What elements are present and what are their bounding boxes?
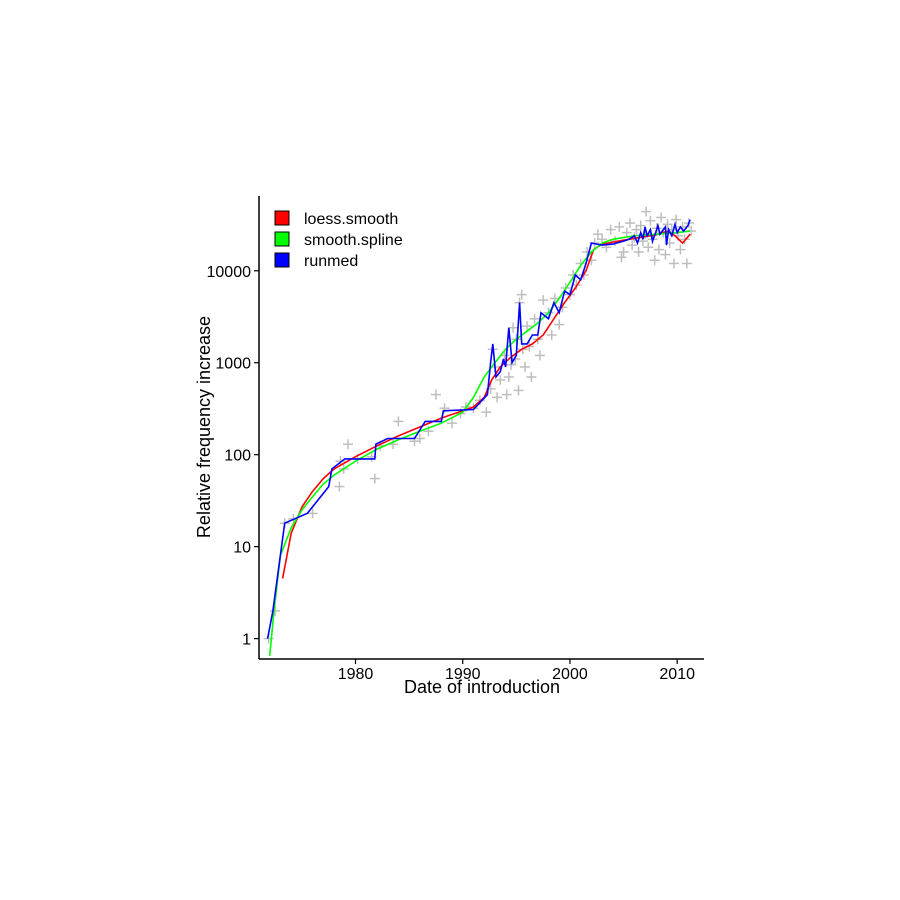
scatter-point (653, 244, 664, 255)
scatter-point (522, 321, 533, 332)
scatter-point (633, 246, 644, 257)
legend-label: loess.smooth (304, 211, 398, 228)
scatter-point (414, 433, 425, 444)
scatter-point (529, 313, 540, 324)
scatter-point (627, 240, 638, 251)
scatter-point (519, 361, 530, 372)
series-line-smooth-spline (268, 230, 691, 656)
y-tick-label: 1000 (215, 356, 251, 373)
scatter-point (307, 508, 318, 519)
legend-item: loess.smooth (274, 210, 398, 228)
scatter-point (662, 219, 673, 230)
scatter-point (481, 407, 492, 418)
y-axis-ticks: 1 10 100 1000 10000 (207, 264, 259, 649)
scatter-point (554, 319, 565, 330)
scatter-point (649, 255, 660, 266)
series-line-runmed (266, 219, 691, 639)
scatter-points-layer (263, 206, 697, 644)
legend-label: runmed (304, 253, 358, 270)
scatter-point (430, 389, 441, 400)
scatter-point (439, 403, 450, 414)
scatter-point (679, 234, 690, 245)
scatter-point (557, 302, 568, 313)
scatter-point (625, 218, 636, 229)
scatter-point (495, 374, 506, 385)
scatter-point (538, 295, 549, 306)
scatter-point (605, 224, 616, 235)
scatter-point (592, 229, 603, 240)
legend-item: smooth.spline (274, 231, 403, 249)
scatter-point (546, 330, 557, 341)
scatter-point (621, 227, 632, 238)
scatter-point (681, 258, 692, 269)
scatter-point (505, 359, 516, 370)
scatter-point (635, 220, 646, 231)
x-tick-label: 2000 (552, 666, 588, 683)
scatter-point (614, 221, 625, 232)
legend-swatch (274, 231, 290, 247)
x-tick-label: 1980 (338, 666, 374, 683)
x-axis-title: Date of introduction (404, 677, 560, 697)
legend: loess.smooth smooth.spline runmed (274, 210, 403, 270)
scatter-point (447, 418, 458, 429)
scatter-point (513, 385, 524, 396)
y-tick-label: 100 (224, 448, 251, 465)
scatter-point (334, 481, 345, 492)
scatter-point (516, 289, 527, 300)
series-line-loess-smooth (281, 230, 691, 579)
scatter-point (508, 322, 519, 333)
y-tick-label: 10000 (207, 264, 252, 281)
scatter-point (492, 392, 503, 403)
scatter-point (656, 212, 667, 223)
scatter-point (660, 249, 671, 260)
scatter-point (534, 350, 545, 361)
scatter-point (641, 206, 652, 217)
y-tick-label: 1 (242, 632, 251, 649)
y-axis-title: Relative frequency increase (194, 316, 214, 538)
legend-item: runmed (274, 252, 358, 270)
x-axis-ticks: 1980 1990 2000 2010 (338, 659, 695, 683)
legend-swatch (274, 210, 290, 226)
scatter-point (668, 258, 679, 269)
scatter-point (618, 246, 629, 257)
scatter-point (643, 242, 654, 253)
scatter-point (393, 416, 404, 427)
scatter-point (503, 371, 514, 382)
scatter-point (501, 389, 512, 400)
scatter-point (575, 258, 586, 269)
scatter-point (645, 215, 656, 226)
scatter-point (369, 473, 380, 484)
scatter-point (343, 439, 353, 450)
scatter-point (616, 252, 627, 263)
legend-swatch (274, 252, 290, 268)
scatter-point (526, 371, 537, 382)
y-tick-label: 10 (233, 540, 251, 557)
series-lines-layer (266, 219, 691, 656)
scatter-point (675, 244, 686, 255)
scatter-point (671, 214, 682, 225)
x-tick-label: 2010 (659, 666, 695, 683)
x-tick-label: 1990 (445, 666, 481, 683)
legend-label: smooth.spline (304, 232, 403, 249)
